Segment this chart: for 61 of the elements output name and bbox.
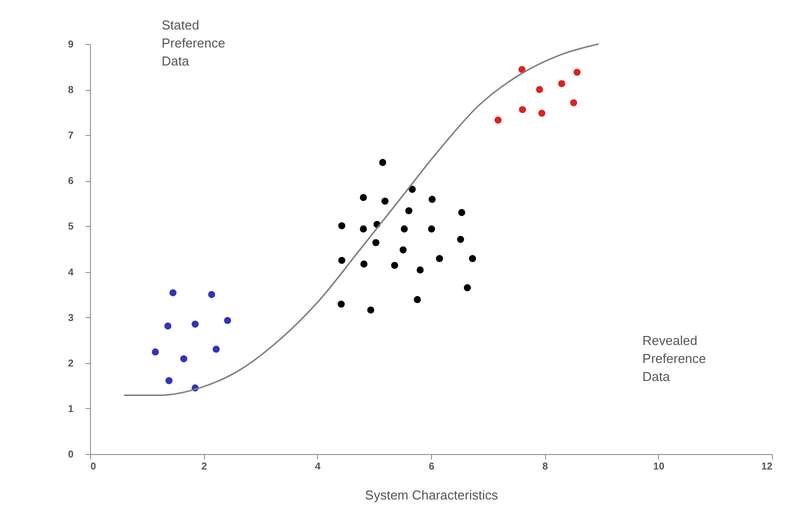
point: [212, 346, 220, 353]
point: [574, 68, 581, 76]
point: [180, 355, 188, 362]
x-tick-label: 6: [428, 462, 435, 472]
y-tick-label: 5: [68, 222, 74, 233]
point: [428, 196, 436, 203]
x-tick-label: 8: [542, 462, 548, 472]
annotation: Stated Preference Data: [162, 17, 226, 68]
x-tick-label: 0: [90, 462, 96, 472]
point: [494, 116, 502, 124]
point: [224, 316, 232, 324]
y-tick-label: 1: [68, 404, 74, 415]
point: [379, 158, 386, 166]
point: [372, 239, 380, 246]
point: [414, 296, 421, 304]
x-tick-label: 4: [315, 462, 322, 472]
point: [518, 106, 526, 114]
y-tick-label: 8: [68, 85, 74, 96]
x-axis-title: System Characteristics: [365, 488, 498, 502]
point: [458, 209, 466, 216]
point: [208, 291, 216, 298]
point: [360, 194, 367, 202]
point: [558, 80, 566, 88]
point: [165, 377, 173, 384]
point: [408, 186, 416, 193]
point: [428, 225, 436, 232]
y-tick-label: 3: [68, 312, 74, 324]
y-tick-label: 6: [68, 176, 74, 188]
point: [468, 255, 476, 262]
point: [152, 348, 159, 356]
point: [169, 289, 177, 296]
point: [338, 256, 346, 264]
point: [536, 86, 544, 94]
point: [360, 260, 368, 268]
point: [464, 284, 471, 292]
point: [457, 236, 464, 243]
point: [192, 320, 199, 328]
point: [405, 207, 412, 214]
point: [360, 225, 367, 232]
point: [338, 222, 346, 230]
y-tick-label: 9: [68, 40, 74, 50]
point: [538, 110, 546, 117]
x-tick-label: 2: [201, 462, 208, 472]
y-tick-label: 7: [68, 130, 74, 142]
point: [436, 255, 444, 262]
point: [400, 225, 408, 232]
y-tick-label: 4: [68, 267, 74, 278]
point: [367, 306, 374, 314]
point: [416, 266, 424, 274]
x-tick-label: 10: [653, 462, 665, 472]
x-tick-label: 12: [761, 462, 773, 472]
annotation: Revealed Preference Data: [642, 333, 706, 384]
point: [518, 66, 526, 74]
y-tick-label: 2: [68, 358, 74, 370]
point: [381, 198, 388, 205]
point: [570, 99, 578, 106]
y-tick-label: 0: [68, 450, 74, 460]
point: [338, 300, 345, 308]
point: [400, 246, 407, 254]
point: [164, 322, 172, 330]
point: [391, 262, 398, 269]
